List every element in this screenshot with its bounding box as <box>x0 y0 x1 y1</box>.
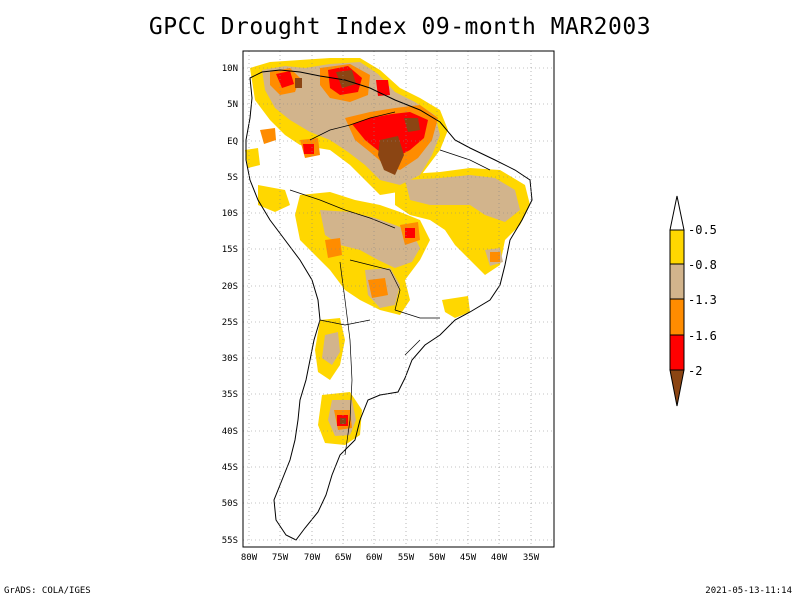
lon-tick-label: 55W <box>398 553 415 563</box>
footer-timestamp: 2021-05-13-11:14 <box>705 586 792 596</box>
lon-tick-label: 60W <box>366 553 383 563</box>
country-borders <box>289 111 491 456</box>
map-frame <box>242 50 555 548</box>
lat-tick-label: 15S <box>222 245 238 255</box>
legend-label: -2 <box>688 364 702 378</box>
legend-label: -0.5 <box>688 223 717 237</box>
lat-tick-label: 5S <box>227 173 238 183</box>
lat-tick-label: 35S <box>222 390 238 400</box>
legend-swatch-tan <box>669 263 685 300</box>
legend-arrow-bottom <box>669 369 685 407</box>
lon-tick-label: 40W <box>491 553 508 563</box>
lon-tick-label: 80W <box>241 553 258 563</box>
lat-tick-labels: 10N 5N EQ 5S 10S 15S 20S 25S 30S 35S 40S… <box>222 64 238 546</box>
legend-label: -1.6 <box>688 329 717 343</box>
lat-tick-label: 10N <box>222 64 238 74</box>
map-gridlines <box>243 51 554 547</box>
lon-tick-label: 65W <box>335 553 352 563</box>
lat-tick-label: 5N <box>227 100 238 110</box>
lat-tick-label: 30S <box>222 354 238 364</box>
legend-swatch-red <box>669 334 685 371</box>
lon-tick-label: 70W <box>304 553 321 563</box>
drought-contour-brown <box>295 70 420 424</box>
color-legend: -0.5 -0.8 -1.3 -1.6 -2 <box>669 195 717 407</box>
lon-tick-label: 35W <box>523 553 540 563</box>
lon-tick-label: 75W <box>272 553 289 563</box>
legend-label: -1.3 <box>688 293 717 307</box>
lat-tick-label: 55S <box>222 536 238 546</box>
lat-tick-label: 50S <box>222 499 238 509</box>
coastline <box>245 69 533 541</box>
lat-tick-label: EQ <box>227 137 238 147</box>
lat-tick-label: 25S <box>222 318 238 328</box>
map-title: GPCC Drought Index 09-month MAR2003 <box>148 14 652 40</box>
lat-tick-label: 45S <box>222 463 238 473</box>
legend-swatch-yellow <box>669 229 685 265</box>
lon-tick-labels: 80W 75W 70W 65W 60W 55W 50W 45W 40W 35W <box>241 553 540 563</box>
lat-tick-label: 40S <box>222 427 238 437</box>
legend-label: -0.8 <box>688 258 717 272</box>
legend-arrow-top <box>669 195 685 231</box>
lon-tick-label: 50W <box>429 553 446 563</box>
footer-credit: GrADS: COLA/IGES <box>4 586 91 596</box>
lat-tick-label: 20S <box>222 282 238 292</box>
lat-tick-label: 10S <box>222 209 238 219</box>
lon-tick-label: 45W <box>460 553 477 563</box>
legend-swatch-orange <box>669 298 685 336</box>
